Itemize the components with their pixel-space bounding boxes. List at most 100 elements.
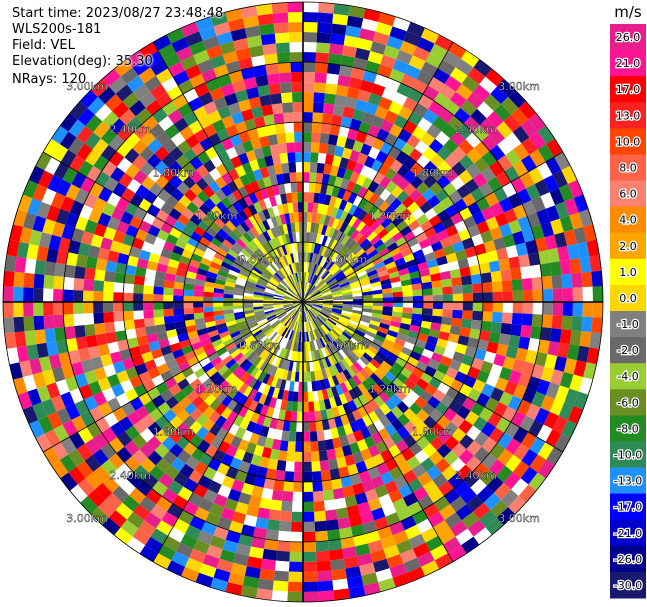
velocity-gate bbox=[319, 256, 326, 267]
velocity-gate bbox=[123, 302, 134, 312]
velocity-gate bbox=[202, 172, 215, 186]
velocity-gate bbox=[269, 263, 278, 273]
velocity-gate bbox=[290, 242, 296, 254]
velocity-gate bbox=[245, 442, 257, 455]
velocity-gate bbox=[387, 329, 399, 338]
velocity-gate bbox=[173, 117, 189, 133]
velocity-gate bbox=[156, 331, 168, 341]
velocity-gate bbox=[271, 275, 281, 284]
velocity-gate bbox=[504, 208, 518, 224]
velocity-gate bbox=[222, 539, 239, 554]
velocity-gate bbox=[290, 274, 296, 284]
velocity-gate bbox=[259, 497, 272, 510]
velocity-gate bbox=[244, 374, 254, 386]
velocity-gate bbox=[173, 288, 184, 296]
velocity-gate bbox=[324, 356, 332, 368]
velocity-gate bbox=[97, 247, 110, 261]
velocity-gate bbox=[497, 138, 514, 156]
velocity-gate bbox=[276, 460, 287, 472]
velocity-gate bbox=[103, 311, 114, 323]
velocity-gate bbox=[173, 70, 190, 86]
velocity-gate bbox=[286, 142, 296, 153]
velocity-gate bbox=[292, 273, 297, 284]
velocity-gate bbox=[262, 548, 277, 561]
velocity-gate bbox=[153, 236, 166, 249]
velocity-gate bbox=[545, 382, 560, 399]
velocity-gate bbox=[305, 282, 310, 293]
velocity-gate bbox=[169, 251, 182, 262]
velocity-gate bbox=[284, 293, 294, 299]
velocity-gate bbox=[22, 405, 39, 424]
velocity-gate bbox=[151, 217, 165, 230]
velocity-gate bbox=[97, 212, 112, 227]
velocity-gate bbox=[312, 303, 323, 307]
velocity-gate bbox=[420, 457, 436, 472]
velocity-gate bbox=[537, 125, 555, 145]
velocity-gate bbox=[246, 86, 260, 100]
velocity-gate bbox=[356, 270, 367, 278]
velocity-gate bbox=[221, 368, 233, 380]
velocity-gate bbox=[158, 43, 176, 60]
velocity-gate bbox=[278, 347, 286, 358]
velocity-gate bbox=[332, 297, 343, 301]
velocity-gate bbox=[53, 314, 65, 329]
velocity-gate bbox=[135, 362, 148, 376]
velocity-gate bbox=[258, 221, 267, 233]
velocity-gate bbox=[372, 305, 383, 311]
velocity-gate bbox=[287, 308, 296, 316]
velocity-gate bbox=[307, 202, 314, 213]
velocity-gate bbox=[104, 321, 116, 334]
velocity-gate bbox=[332, 303, 343, 307]
velocity-gate bbox=[326, 205, 334, 217]
velocity-gate bbox=[213, 302, 224, 307]
velocity-gate bbox=[496, 465, 513, 483]
velocity-gate bbox=[368, 323, 380, 331]
velocity-gate bbox=[284, 328, 291, 339]
velocity-gate bbox=[443, 536, 461, 554]
velocity-gate bbox=[3, 286, 14, 302]
velocity-gate bbox=[426, 465, 442, 480]
velocity-gate bbox=[312, 297, 323, 301]
velocity-gate bbox=[403, 231, 416, 242]
velocity-gate bbox=[371, 313, 382, 319]
velocity-gate bbox=[409, 188, 422, 202]
velocity-gate bbox=[83, 290, 94, 302]
velocity-gate bbox=[505, 132, 522, 150]
velocity-gate bbox=[552, 170, 568, 189]
velocity-gate bbox=[471, 357, 484, 371]
velocity-gate bbox=[296, 294, 303, 302]
velocity-gate bbox=[492, 281, 503, 293]
velocity-gate bbox=[308, 351, 313, 362]
velocity-gate bbox=[141, 176, 156, 191]
velocity-gate bbox=[407, 201, 420, 214]
velocity-gate bbox=[259, 23, 275, 36]
velocity-gate bbox=[253, 65, 267, 77]
velocity-gate bbox=[249, 272, 260, 280]
velocity-gate bbox=[126, 178, 142, 194]
velocity-gate bbox=[294, 262, 299, 273]
velocity-gate bbox=[193, 49, 210, 65]
velocity-gate bbox=[166, 233, 179, 246]
velocity-gate bbox=[321, 173, 330, 185]
velocity-gate bbox=[239, 358, 250, 369]
velocity-gate bbox=[334, 176, 344, 188]
velocity-gate bbox=[283, 304, 294, 309]
velocity-gate bbox=[203, 431, 216, 445]
velocity-gate bbox=[249, 159, 260, 172]
velocity-gate bbox=[112, 182, 127, 197]
velocity-gate bbox=[303, 42, 317, 53]
velocity-gate bbox=[48, 354, 62, 370]
velocity-gate bbox=[139, 161, 155, 177]
velocity-gate bbox=[50, 192, 66, 209]
velocity-gate bbox=[342, 306, 353, 310]
velocity-gate bbox=[205, 366, 218, 378]
velocity-gate bbox=[383, 386, 395, 399]
velocity-gate bbox=[576, 241, 590, 259]
velocity-gate bbox=[479, 262, 491, 274]
velocity-gate bbox=[433, 496, 450, 512]
velocity-gate bbox=[347, 255, 358, 265]
velocity-gate bbox=[242, 15, 260, 29]
velocity-gate bbox=[222, 338, 234, 347]
velocity-gate bbox=[133, 310, 144, 320]
velocity-gate bbox=[317, 315, 326, 324]
